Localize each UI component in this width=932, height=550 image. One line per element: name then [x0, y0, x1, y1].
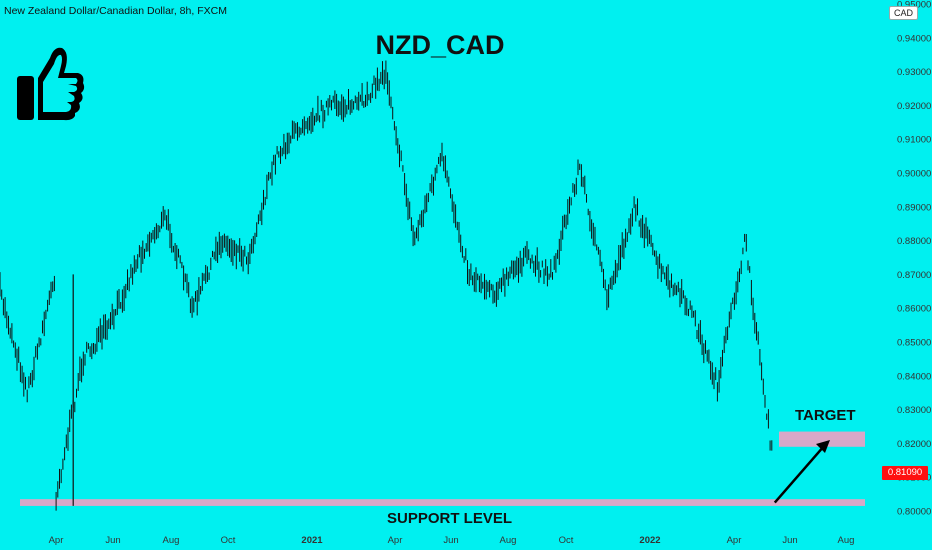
support-zone: [20, 499, 865, 506]
y-tick-label: 0.87000: [897, 270, 931, 281]
y-tick-label: 0.84000: [897, 371, 931, 382]
thumbs-up-icon: [17, 47, 85, 121]
x-tick-label: Apr: [727, 535, 742, 546]
x-tick-label: Aug: [500, 535, 517, 546]
y-tick-label: 0.91000: [897, 135, 931, 146]
y-tick-label: 0.95000: [897, 0, 931, 11]
x-tick-label: Apr: [49, 535, 64, 546]
y-tick-label: 0.90000: [897, 169, 931, 180]
x-tick-label: Apr: [388, 535, 403, 546]
y-tick-label: 0.82000: [897, 439, 931, 450]
y-tick-label: 0.92000: [897, 101, 931, 112]
chart-title: NZD_CAD: [375, 30, 505, 60]
price-candles: [0, 60, 773, 511]
y-tick-label: 0.83000: [897, 405, 931, 416]
support-label: SUPPORT LEVEL: [387, 510, 513, 527]
y-tick-label: 0.85000: [897, 338, 931, 349]
y-tick-label: 0.94000: [897, 33, 931, 44]
target-arrow: [773, 445, 825, 504]
target-arrow-head: [816, 440, 830, 454]
x-tick-label: Oct: [221, 535, 236, 546]
y-tick-label: 0.89000: [897, 202, 931, 213]
symbol-title: New Zealand Dollar/Canadian Dollar, 8h, …: [4, 5, 227, 17]
x-tick-label: Aug: [838, 535, 855, 546]
x-tick-label: Aug: [163, 535, 180, 546]
x-tick-label: Oct: [559, 535, 574, 546]
y-tick-label: 0.80000: [897, 507, 931, 518]
last-price-badge: 0.81090: [882, 466, 928, 480]
y-tick-label: 0.93000: [897, 67, 931, 78]
x-tick-label: 2021: [301, 535, 323, 546]
target-zone: [779, 431, 865, 447]
target-label: TARGET: [795, 407, 856, 424]
x-tick-label: Jun: [105, 535, 120, 546]
x-tick-label: Jun: [443, 535, 458, 546]
x-tick-label: Jun: [782, 535, 797, 546]
x-tick-label: 2022: [639, 535, 660, 546]
y-tick-label: 0.88000: [897, 236, 931, 247]
currency-badge[interactable]: CAD: [888, 6, 918, 20]
y-tick-label: 0.86000: [897, 304, 931, 315]
